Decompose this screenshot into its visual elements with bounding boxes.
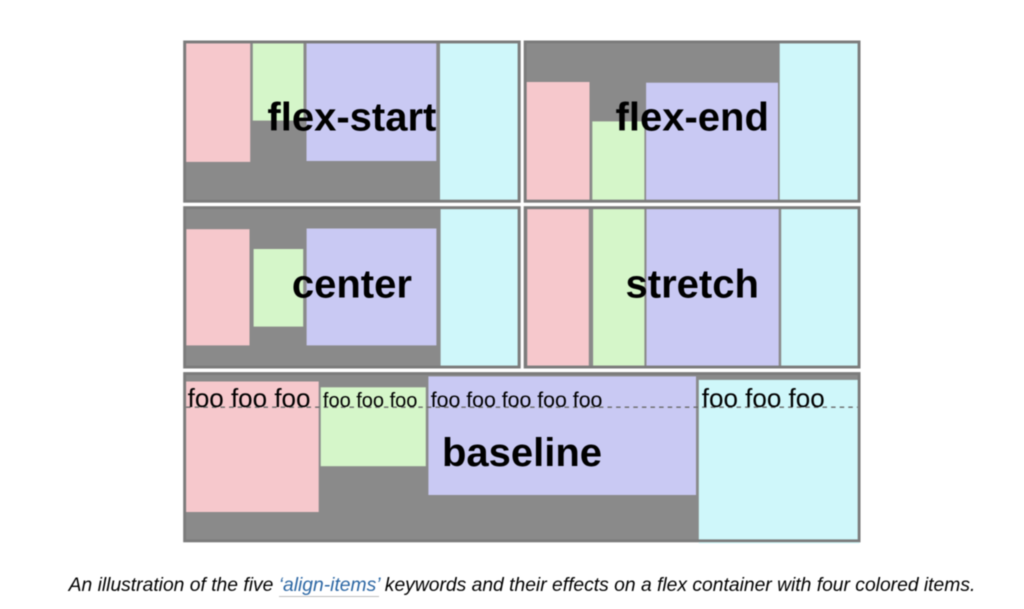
svg-text:foo foo foo: foo foo foo [323,390,418,412]
svg-text:foo foo foo foo foo: foo foo foo foo foo [431,388,603,412]
svg-text:foo foo foo: foo foo foo [188,383,311,413]
svg-text:flex-end: flex-end [616,96,769,140]
svg-text:flex-start: flex-start [267,96,436,140]
svg-text:center: center [292,263,412,307]
svg-text:baseline: baseline [442,431,602,475]
svg-text:foo foo foo: foo foo foo [702,383,825,413]
svg-text:stretch: stretch [626,263,759,307]
